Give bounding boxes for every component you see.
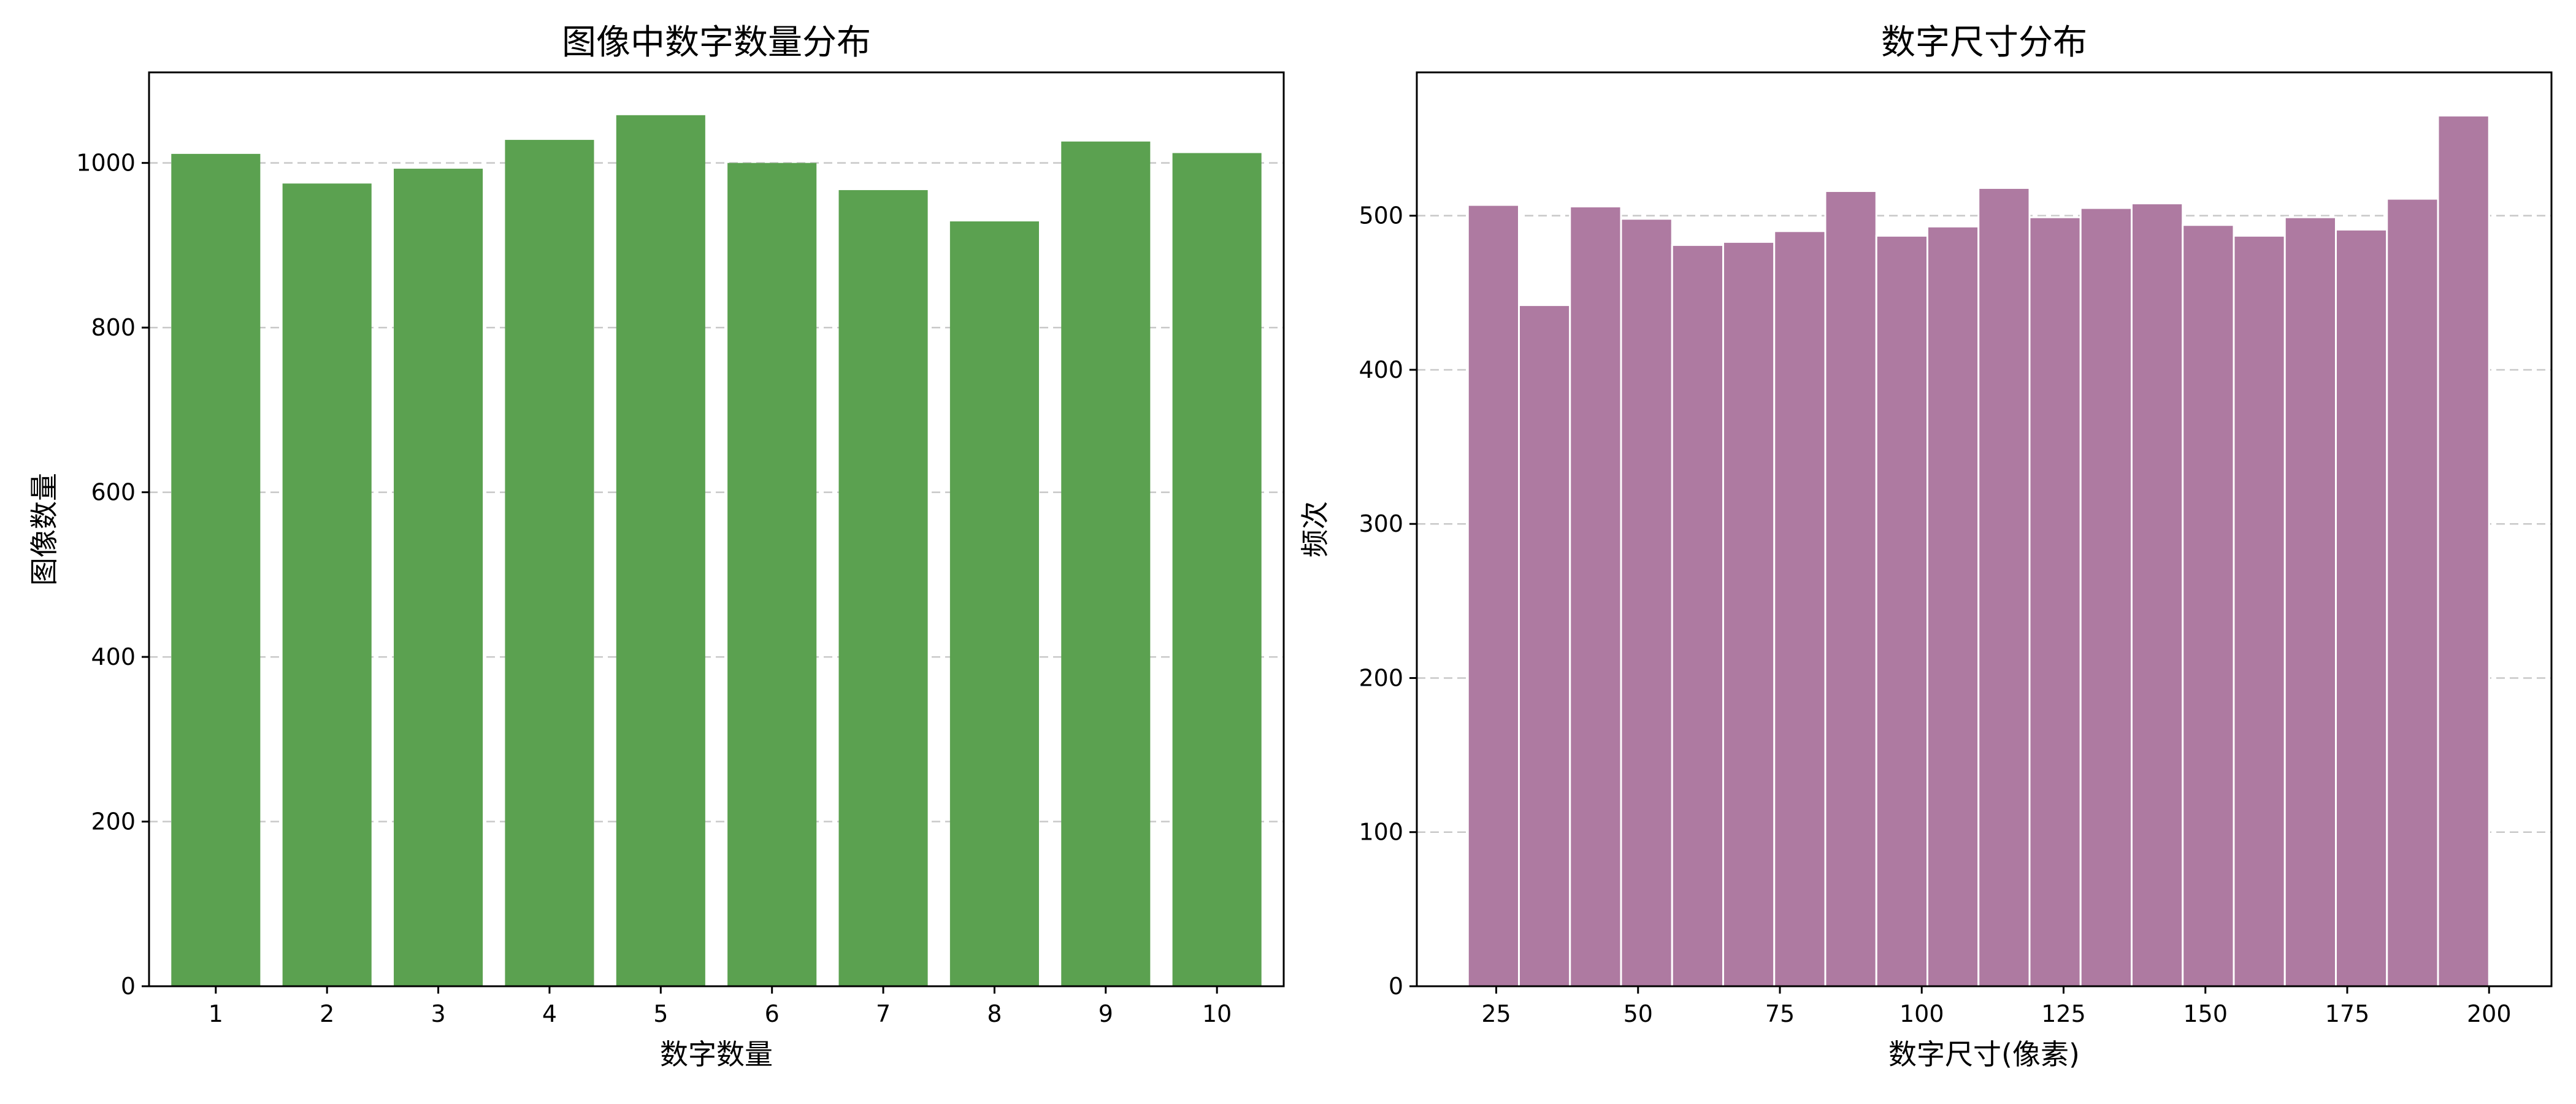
histogram-bar <box>2079 207 2133 987</box>
y-tick-label: 600 <box>91 479 136 506</box>
histogram-bar <box>2182 224 2235 987</box>
x-tick-label: 3 <box>431 1000 445 1027</box>
x-tick-label: 1 <box>209 1000 223 1027</box>
bar <box>282 183 372 987</box>
bar <box>727 163 817 986</box>
x-tick-label: 200 <box>2467 1000 2512 1027</box>
x-tick-label: 7 <box>876 1000 891 1027</box>
x-tick-label: 2 <box>320 1000 334 1027</box>
y-tick-label: 400 <box>91 643 136 670</box>
digit-size-chart: 数字尺寸分布 25 50 75 100 125 150 175 200 0 100 200 300 4… <box>1298 23 2553 1071</box>
y-tick-label: 100 <box>1359 819 1403 846</box>
plot-frame <box>148 71 1285 987</box>
bars <box>171 115 1262 987</box>
x-tick-label: 175 <box>2325 1000 2370 1027</box>
histogram-bar <box>1824 190 1877 987</box>
plot-frame <box>1416 71 2553 987</box>
digit-count-chart: 图像中数字数量分布 1 2 3 4 5 6 7 8 9 10 02004006008001000 … <box>28 23 1285 1071</box>
histogram-bar <box>1518 304 1571 987</box>
x-tick-label: 6 <box>765 1000 780 1027</box>
y-tick-label: 300 <box>1359 510 1403 537</box>
histogram-bar <box>1620 218 1673 987</box>
y-axis-ticks: 0 100 200 300 400 500 <box>1359 202 1417 1000</box>
y-tick-label: 500 <box>1359 202 1403 229</box>
y-axis-ticks: 0 200 400 600 800 1000 <box>76 150 149 1000</box>
x-axis-ticks: 1 2 3 4 5 6 7 8 9 10 <box>209 986 1232 1027</box>
histogram-bar <box>1977 186 2031 987</box>
x-axis-label: 数字尺寸(像素) <box>1888 1038 2080 1071</box>
chart-title: 图像中数字数量分布 <box>562 23 871 63</box>
histogram-bar <box>1926 225 1980 987</box>
histogram-bar <box>2131 202 2184 987</box>
histogram-bar <box>1875 234 1928 987</box>
y-tick-label: 400 <box>1359 356 1403 383</box>
x-axis-label: 数字数量 <box>660 1038 773 1071</box>
histogram-bar <box>2437 114 2490 987</box>
x-tick-label: 75 <box>1765 1000 1795 1027</box>
bar <box>394 169 483 986</box>
histogram-bar <box>2233 234 2286 987</box>
histogram-bar <box>2283 216 2337 987</box>
histogram-bars <box>1466 114 2490 987</box>
histogram-bar <box>2335 228 2388 987</box>
histogram-bar <box>1569 205 1622 987</box>
x-tick-label: 5 <box>653 1000 668 1027</box>
x-tick-label: 25 <box>1481 1000 1511 1027</box>
x-tick-label: 8 <box>987 1000 1002 1027</box>
x-tick-label: 4 <box>542 1000 557 1027</box>
histogram-bar <box>2386 197 2439 987</box>
bar <box>1172 153 1262 986</box>
x-tick-label: 125 <box>2041 1000 2086 1027</box>
x-axis-ticks: 25 50 75 100 125 150 175 200 <box>1481 986 2512 1027</box>
y-tick-label: 0 <box>121 973 136 1000</box>
bar <box>171 153 261 987</box>
y-tick-label: 1000 <box>76 150 136 177</box>
bar <box>505 140 594 987</box>
x-tick-label: 50 <box>1623 1000 1653 1027</box>
y-axis-label: 频次 <box>1298 501 1332 558</box>
bar <box>616 115 705 987</box>
histogram-bar <box>1466 204 1520 987</box>
histogram-bar <box>1773 230 1827 987</box>
chart-title: 数字尺寸分布 <box>1881 23 2087 63</box>
y-axis-label: 图像数量 <box>28 473 61 586</box>
x-tick-label: 9 <box>1098 1000 1113 1027</box>
y-tick-label: 200 <box>91 808 136 835</box>
x-tick-label: 100 <box>1899 1000 1944 1027</box>
x-tick-label: 150 <box>2183 1000 2228 1027</box>
histogram-bar <box>1722 240 1776 987</box>
histogram-bar <box>2028 216 2082 987</box>
x-tick-label: 10 <box>1202 1000 1232 1027</box>
bar <box>949 221 1039 986</box>
y-tick-label: 800 <box>91 314 136 341</box>
histogram-bar <box>1671 243 1724 987</box>
y-tick-label: 200 <box>1359 664 1403 691</box>
y-tick-label: 0 <box>1389 973 1403 1000</box>
bar <box>838 190 928 986</box>
bar <box>1061 141 1151 987</box>
